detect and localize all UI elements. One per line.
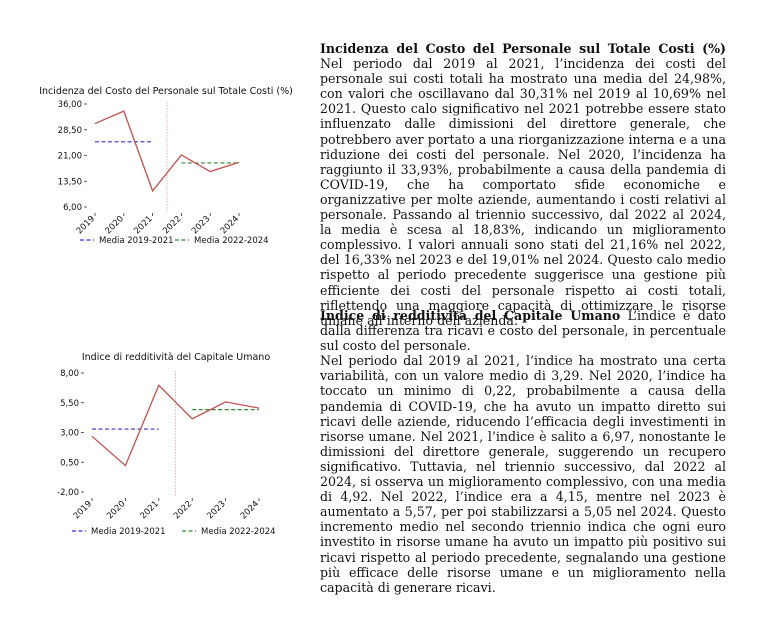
- x-tick-label: 2020: [105, 499, 127, 521]
- y-tick-label: 28,50: [58, 126, 82, 136]
- x-tick-label: 2019: [72, 499, 94, 521]
- y-tick-label: 0,50: [60, 458, 79, 468]
- section-heading: Indice di redditività del Capitale Umano: [320, 308, 621, 323]
- x-tick-label: 2024: [219, 214, 241, 236]
- section-human-capital-roi: Indice di redditività del Capitale Umano…: [320, 308, 726, 595]
- chart-cost-incidence-svg: Incidenza del Costo del Personale sul To…: [39, 86, 293, 246]
- chart-human-capital-roi-svg: Indice di redditività del Capitale Umano…: [57, 352, 276, 537]
- data-series-line: [91, 384, 260, 467]
- x-tick-label: 2023: [205, 499, 227, 521]
- y-tick-label: 3,00: [60, 429, 79, 439]
- chart-title: Indice di redditività del Capitale Umano: [82, 352, 270, 363]
- section-paragraph: Indice di redditività del Capitale Umano…: [320, 308, 726, 353]
- y-tick-label: 21,00: [58, 152, 82, 162]
- y-tick-label: 6,00: [63, 203, 82, 213]
- data-series-line: [94, 110, 240, 193]
- section-heading: Incidenza del Costo del Personale sul To…: [320, 41, 726, 56]
- legend-label: Media 2022-2024: [194, 236, 269, 246]
- legend-label: Media 2019-2021: [99, 236, 174, 246]
- x-tick-label: 2021: [132, 214, 154, 236]
- x-tick-label: 2024: [239, 499, 261, 521]
- x-tick-label: 2021: [139, 499, 161, 521]
- legend-label: Media 2022-2024: [201, 527, 276, 537]
- legend-label: Media 2019-2021: [91, 527, 166, 537]
- section-cost-incidence: Incidenza del Costo del Personale sul To…: [320, 41, 726, 328]
- x-tick-label: 2022: [172, 499, 194, 521]
- chart-cost-incidence: Incidenza del Costo del Personale sul To…: [39, 84, 293, 249]
- y-tick-label: 13,50: [58, 177, 82, 187]
- x-tick-label: 2019: [75, 214, 97, 236]
- section-body: Nel periodo dal 2019 al 2021, l’incidenz…: [320, 56, 726, 328]
- x-tick-label: 2022: [161, 214, 183, 236]
- y-tick-label: 8,00: [60, 369, 79, 379]
- x-tick-label: 2020: [104, 214, 126, 236]
- y-tick-label: 36,00: [58, 100, 82, 110]
- y-tick-label: 5,50: [60, 399, 79, 409]
- chart-title: Incidenza del Costo del Personale sul To…: [39, 86, 293, 97]
- section-paragraph: Incidenza del Costo del Personale sul To…: [320, 41, 726, 328]
- chart-human-capital-roi: Indice di redditività del Capitale Umano…: [50, 350, 290, 540]
- y-tick-label: -2,00: [57, 488, 79, 498]
- section-paragraph-2: Nel periodo dal 2019 al 2021, l’indice h…: [320, 353, 726, 595]
- section-body: L’indice è dato dalla differenza tra ric…: [320, 308, 726, 354]
- x-tick-label: 2023: [190, 214, 212, 236]
